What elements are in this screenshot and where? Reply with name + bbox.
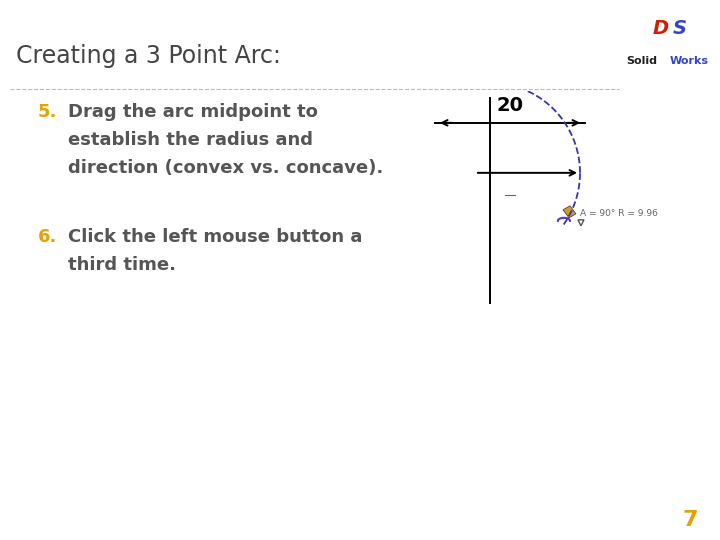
Text: Creating a 3 Point Arc:: Creating a 3 Point Arc: bbox=[16, 44, 281, 68]
Text: Solid: Solid bbox=[626, 56, 657, 65]
Text: 5.: 5. bbox=[38, 103, 58, 121]
Text: direction (convex vs. concave).: direction (convex vs. concave). bbox=[68, 159, 383, 177]
Text: S: S bbox=[673, 19, 687, 38]
Text: 6.: 6. bbox=[38, 228, 58, 246]
Text: D: D bbox=[652, 19, 668, 38]
Polygon shape bbox=[563, 206, 576, 218]
Text: 20: 20 bbox=[497, 96, 523, 115]
Text: third time.: third time. bbox=[68, 256, 176, 274]
Text: A = 90° R = 9.96: A = 90° R = 9.96 bbox=[580, 210, 658, 218]
Text: Works: Works bbox=[670, 56, 709, 65]
Text: establish the radius and: establish the radius and bbox=[68, 131, 313, 149]
Text: Click the left mouse button a: Click the left mouse button a bbox=[68, 228, 362, 246]
Text: 7: 7 bbox=[683, 510, 698, 530]
Text: Drag the arc midpoint to: Drag the arc midpoint to bbox=[68, 103, 318, 121]
